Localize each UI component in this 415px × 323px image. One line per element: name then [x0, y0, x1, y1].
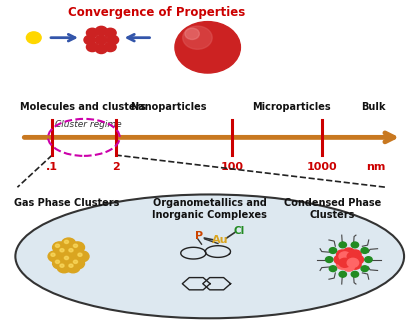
Circle shape — [66, 246, 80, 257]
Circle shape — [175, 22, 240, 73]
Text: Nanoparticles: Nanoparticles — [131, 102, 207, 112]
Text: Condensed Phase
Clusters: Condensed Phase Clusters — [284, 199, 381, 220]
Text: Organometallics and
Inorganic Complexes: Organometallics and Inorganic Complexes — [152, 199, 267, 220]
Text: Bulk: Bulk — [361, 102, 386, 112]
Circle shape — [73, 260, 78, 264]
Circle shape — [329, 248, 337, 254]
Circle shape — [361, 266, 369, 272]
Circle shape — [86, 28, 98, 37]
Circle shape — [71, 258, 85, 269]
Circle shape — [51, 253, 55, 256]
Circle shape — [48, 251, 62, 262]
Circle shape — [350, 250, 361, 259]
Circle shape — [27, 32, 41, 44]
Text: Au: Au — [212, 234, 228, 245]
Text: Microparticles: Microparticles — [252, 102, 331, 112]
Circle shape — [343, 255, 354, 264]
Circle shape — [60, 249, 64, 252]
Circle shape — [352, 255, 364, 264]
Text: P: P — [195, 232, 203, 241]
Text: Gas Phase Clusters: Gas Phase Clusters — [14, 199, 119, 208]
Text: Cl: Cl — [234, 226, 245, 236]
Circle shape — [351, 242, 359, 248]
Text: .1: .1 — [46, 162, 58, 172]
Circle shape — [329, 266, 337, 272]
Circle shape — [86, 42, 98, 52]
Circle shape — [347, 258, 359, 267]
Ellipse shape — [15, 194, 404, 318]
Circle shape — [343, 248, 354, 257]
Text: Convergence of Properties: Convergence of Properties — [68, 5, 245, 18]
Circle shape — [61, 254, 76, 265]
Circle shape — [60, 264, 64, 267]
Circle shape — [107, 35, 119, 45]
Text: 100: 100 — [221, 162, 244, 172]
Circle shape — [339, 242, 347, 248]
Text: nm: nm — [366, 162, 385, 172]
Circle shape — [350, 260, 361, 269]
Circle shape — [66, 262, 80, 273]
Circle shape — [183, 26, 212, 49]
Circle shape — [185, 28, 199, 39]
Circle shape — [84, 35, 96, 45]
Circle shape — [61, 238, 76, 249]
Text: Cluster regime: Cluster regime — [55, 120, 121, 129]
Circle shape — [105, 28, 116, 37]
Circle shape — [95, 44, 107, 54]
Text: 1000: 1000 — [307, 162, 337, 172]
Circle shape — [73, 244, 78, 247]
Circle shape — [95, 35, 107, 45]
Circle shape — [55, 244, 60, 247]
Circle shape — [78, 253, 82, 256]
Text: 2: 2 — [112, 162, 120, 172]
Circle shape — [337, 260, 348, 269]
Circle shape — [64, 240, 68, 244]
Circle shape — [325, 257, 333, 263]
Text: Molecules and clusters: Molecules and clusters — [20, 102, 146, 112]
Circle shape — [361, 248, 369, 254]
Circle shape — [57, 246, 71, 257]
Circle shape — [343, 262, 354, 271]
Circle shape — [69, 249, 73, 252]
Circle shape — [69, 264, 73, 267]
Circle shape — [57, 262, 71, 273]
Circle shape — [53, 242, 66, 253]
Circle shape — [53, 258, 66, 269]
Circle shape — [365, 257, 372, 263]
Circle shape — [105, 42, 116, 52]
Circle shape — [55, 260, 60, 264]
Circle shape — [351, 271, 359, 277]
Circle shape — [339, 258, 351, 267]
Circle shape — [337, 250, 348, 259]
Circle shape — [347, 252, 359, 261]
Circle shape — [95, 26, 107, 36]
Circle shape — [71, 242, 85, 253]
Circle shape — [339, 271, 347, 277]
Circle shape — [334, 255, 346, 264]
Circle shape — [75, 251, 89, 262]
Circle shape — [64, 256, 68, 260]
Circle shape — [339, 252, 351, 261]
